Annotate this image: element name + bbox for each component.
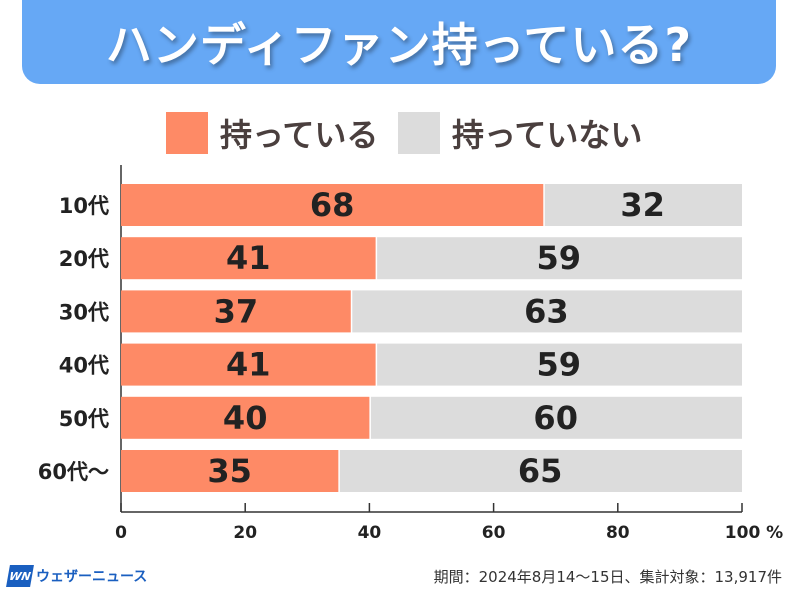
bar-has-2 xyxy=(121,290,351,333)
data-label-not-1: 59 xyxy=(537,239,582,277)
data-label-not-0: 32 xyxy=(620,186,665,224)
category-label-0: 10代 xyxy=(59,194,109,218)
logo-mark-icon: WN xyxy=(6,565,34,587)
legend-label-has: 持っている xyxy=(220,116,379,154)
data-label-not-3: 59 xyxy=(537,346,582,384)
x-tick-label-2: 40 xyxy=(358,523,382,543)
data-label-not-2: 63 xyxy=(524,292,569,330)
category-label-1: 20代 xyxy=(59,247,109,271)
bar-not-1 xyxy=(377,237,742,280)
title-banner: ハンディファン持っている? xyxy=(22,0,776,84)
legend-swatch-has xyxy=(166,112,208,154)
data-label-has-2: 37 xyxy=(214,292,259,330)
bar-has-4 xyxy=(121,396,370,439)
bar-not-2 xyxy=(352,290,742,333)
bar-not-0 xyxy=(544,184,742,226)
category-label-4: 50代 xyxy=(59,407,109,431)
data-label-has-0: 68 xyxy=(310,186,355,224)
data-label-has-3: 41 xyxy=(226,346,271,384)
data-label-has-1: 41 xyxy=(226,239,271,277)
x-tick-label-1: 20 xyxy=(233,523,257,543)
legend-label-not: 持っていない xyxy=(452,116,643,154)
category-label-2: 30代 xyxy=(59,300,109,324)
bar-not-4 xyxy=(370,396,742,439)
bar-has-0 xyxy=(121,184,544,226)
x-tick-label-0: 0 xyxy=(115,523,127,543)
logo-text: ウェザーニュース xyxy=(36,569,148,585)
legend-swatch-not xyxy=(398,112,440,154)
category-label-3: 40代 xyxy=(59,354,109,378)
legend-item-not: 持っていない xyxy=(398,110,642,156)
x-tick-label-3: 60 xyxy=(482,523,506,543)
survey-note: 期間：2024年8月14〜15日、集計対象：13,917件 xyxy=(433,568,782,586)
data-label-not-4: 60 xyxy=(533,399,578,437)
legend: 持っている 持っていない xyxy=(0,110,800,154)
data-label-has-4: 40 xyxy=(223,399,268,437)
bar-has-5 xyxy=(121,450,339,492)
x-tick-label-5: 100 % xyxy=(725,523,783,543)
data-label-has-5: 35 xyxy=(207,452,252,490)
bar-has-1 xyxy=(121,237,376,280)
legend-item-has: 持っている xyxy=(166,110,378,156)
data-label-not-5: 65 xyxy=(518,452,563,490)
category-label-5: 60代〜 xyxy=(38,460,109,484)
bar-not-3 xyxy=(377,343,742,386)
bar-not-5 xyxy=(339,450,742,492)
x-tick-label-4: 80 xyxy=(606,523,630,543)
bar-has-3 xyxy=(121,343,376,386)
chart-title: ハンディファン持っている? xyxy=(105,18,693,72)
weathernews-logo: WN ウェザーニュース xyxy=(6,565,148,587)
